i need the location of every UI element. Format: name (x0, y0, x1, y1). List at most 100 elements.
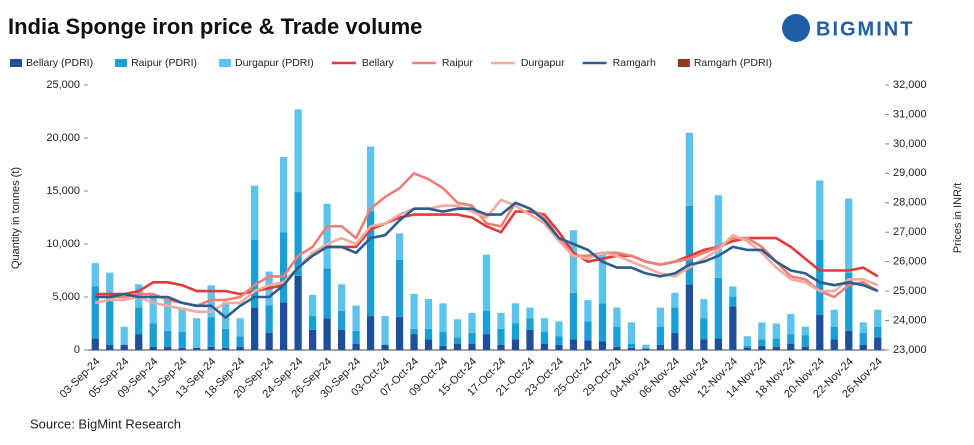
bar (642, 347, 650, 349)
bar (352, 343, 360, 350)
bar (410, 328, 418, 335)
bar (381, 316, 389, 345)
bar (251, 239, 259, 308)
y-tick-label: 25,000 (46, 79, 80, 91)
bar (700, 299, 708, 319)
bar (453, 343, 462, 350)
bar (424, 299, 433, 329)
bar (482, 310, 491, 335)
y2-tick-label: 25,000 (893, 285, 927, 297)
legend-label: Bellary (362, 57, 395, 69)
bar (816, 180, 824, 240)
bar (497, 344, 505, 350)
bar (395, 233, 404, 260)
bar (120, 344, 128, 350)
bar (758, 339, 766, 346)
bar (627, 347, 636, 350)
bar (193, 318, 201, 348)
legend-label: Ramgarh (613, 57, 656, 69)
bar (236, 336, 244, 347)
legend-swatch (677, 59, 690, 67)
bar (555, 344, 563, 350)
y2-tick-label: 23,000 (893, 344, 927, 356)
legend-label: Durgapur (521, 57, 565, 69)
bar (366, 211, 375, 317)
bar (700, 318, 708, 340)
bar (526, 318, 534, 330)
legend-swatch (10, 59, 22, 67)
bar (787, 343, 795, 350)
bar (280, 157, 288, 233)
bar (685, 284, 693, 350)
bar (598, 303, 607, 342)
bar (714, 195, 722, 278)
bar (236, 318, 244, 337)
bar (323, 318, 331, 350)
bar (135, 307, 143, 335)
bar (164, 346, 172, 350)
bar (251, 307, 259, 350)
bar (482, 254, 491, 311)
bar (410, 334, 418, 350)
bar (830, 309, 838, 327)
bar (569, 339, 578, 350)
bar (758, 322, 766, 340)
bar (106, 344, 114, 350)
bar (801, 326, 809, 336)
bar (424, 328, 433, 340)
bar (511, 339, 520, 350)
bar (845, 198, 853, 273)
bar (598, 254, 607, 304)
bar (395, 259, 404, 318)
bar (874, 309, 882, 327)
y2-tick-label: 32,000 (893, 79, 927, 91)
bar (540, 343, 549, 350)
bar (859, 322, 867, 334)
line (95, 201, 879, 319)
bar (671, 307, 679, 334)
bar (685, 132, 693, 206)
bar (120, 326, 128, 345)
bar (366, 146, 375, 212)
bar (395, 317, 404, 350)
logo-icon (782, 14, 810, 42)
bar (685, 205, 693, 285)
bar (453, 319, 462, 338)
bar (381, 344, 389, 350)
bar (526, 307, 534, 319)
bar (323, 203, 331, 269)
y2-tick-label: 31,000 (893, 108, 927, 120)
bar (555, 336, 563, 345)
bar (743, 347, 751, 350)
bar (613, 307, 621, 327)
bar (758, 345, 766, 350)
bar (337, 284, 346, 311)
bar (627, 322, 636, 344)
bar (323, 268, 331, 319)
y2-tick-label: 30,000 (893, 138, 927, 150)
bar (265, 305, 273, 334)
bar (656, 344, 665, 350)
bar (569, 292, 578, 340)
bar (584, 300, 592, 322)
y2-tick-label: 26,000 (893, 256, 927, 268)
y2-tick-label: 27,000 (893, 226, 927, 238)
bar (222, 328, 230, 348)
bar (743, 345, 751, 348)
bar (453, 337, 462, 344)
line (94, 198, 879, 313)
bar (816, 239, 824, 316)
bar (845, 272, 853, 331)
bar (772, 338, 780, 347)
bar (352, 305, 360, 331)
bar (149, 293, 157, 324)
bar (729, 306, 737, 350)
bar (193, 347, 201, 350)
bar (91, 338, 99, 350)
bar (656, 326, 665, 345)
bar (265, 333, 273, 350)
bar (540, 331, 549, 344)
y-tick-label: 10,000 (46, 238, 80, 250)
bar (729, 286, 737, 297)
bar (613, 346, 621, 350)
